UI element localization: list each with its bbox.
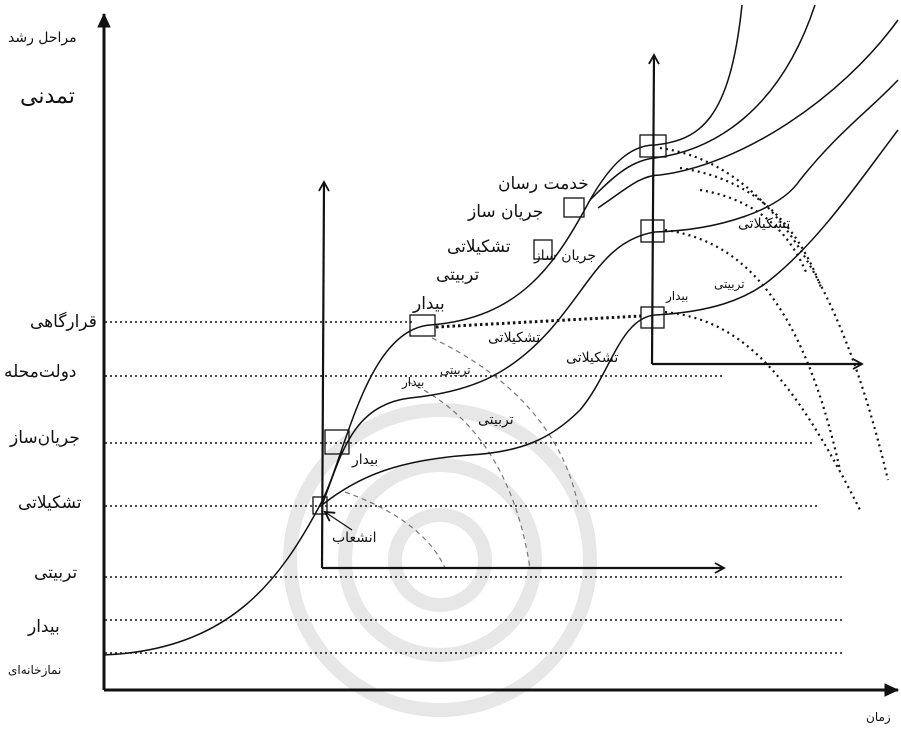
stage-label-namazkhaneh: نمازخانه‌ای: [8, 663, 62, 677]
stage-label-tarbiyati: تربیتی: [34, 563, 78, 583]
y-axis-title: مراحل رشد: [8, 30, 77, 46]
enshe-ab-pointer: [323, 510, 353, 531]
sub-axis-y-3: [648, 53, 660, 365]
label-tarbiyati-2: تربیتی: [440, 363, 471, 377]
label-tashkilati-3: تشکیلاتی: [566, 350, 619, 366]
sub-axis-y-2: [318, 180, 330, 569]
decline-curves: [659, 146, 890, 511]
x-axis-title: زمان: [866, 710, 891, 724]
label-enshe-ab: انشعاب: [332, 530, 377, 546]
label-bidar-2: بیدار: [402, 375, 425, 389]
stage-label-jaryan-saz: جریان‌ساز: [10, 428, 80, 448]
curve-top-branch: [589, 4, 816, 201]
label-tashkilati-2: تشکیلاتی: [488, 330, 541, 346]
label-tarbiyati-3: تربیتی: [478, 412, 514, 428]
label-tashkilati-1: تشکیلاتی: [447, 237, 511, 257]
curve-c: [321, 129, 899, 506]
label-tarbiyati-4: تربیتی: [714, 277, 745, 291]
decline-1: [659, 146, 890, 481]
stage-label-tamadoni: تمدنی: [20, 84, 75, 109]
sub-axes-third: [648, 53, 864, 370]
decline-3: [699, 188, 808, 273]
curve-b: [321, 79, 899, 506]
main-curve: [102, 4, 743, 656]
dashed-arcs: [344, 337, 579, 569]
main-axes: [97, 12, 900, 697]
stage-label-gharargahi: قرارگاهی: [30, 312, 97, 332]
watermark-emblem: [283, 403, 597, 717]
label-bidar-3: بیدار: [352, 452, 379, 468]
label-bidar-4: بیدار: [666, 289, 689, 303]
label-tashkilati-4: تشکیلاتی: [738, 216, 791, 232]
box-origin: [312, 496, 328, 515]
stage-label-tashkilati: تشکیلاتی: [18, 493, 82, 513]
decline-5: [664, 310, 861, 511]
box-jaryan-lower: [324, 429, 350, 455]
guide-gharargahi-bold: [435, 314, 642, 329]
label-jaryan-saz-2: جریان ساز: [534, 248, 597, 264]
label-bidar-1: بیدار: [413, 294, 445, 314]
arc-outer: [431, 337, 579, 506]
growth-curves: [102, 4, 899, 656]
stage-label-bidar: بیدار: [28, 617, 60, 637]
label-jaryan-saz-1: جریان ساز: [468, 202, 544, 222]
box-khedmat: [563, 197, 585, 218]
sub-axes-second: [318, 180, 726, 574]
stage-label-dolat-mahalle: دولت‌محله: [4, 362, 77, 382]
label-tarbiyati-1: تربیتی: [436, 265, 480, 285]
decline-2: [679, 166, 824, 291]
curve-top-branch-2: [597, 19, 899, 209]
label-khedmat-resan: خدمت رسان: [498, 174, 589, 194]
box-gharargahi: [409, 314, 436, 337]
stage-guide-lines: [105, 321, 843, 654]
box-tashkilati-mid: [533, 239, 553, 260]
